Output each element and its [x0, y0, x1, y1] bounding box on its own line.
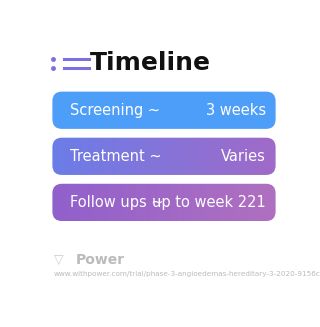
Text: Screening ~: Screening ~	[70, 103, 160, 118]
Text: ▽: ▽	[54, 253, 63, 266]
Text: Timeline: Timeline	[90, 51, 211, 75]
Text: www.withpower.com/trial/phase-3-angioedemas-hereditary-3-2020-9156c: www.withpower.com/trial/phase-3-angioede…	[54, 271, 320, 277]
Text: Varies: Varies	[221, 149, 266, 164]
Text: Treatment ~: Treatment ~	[70, 149, 161, 164]
Text: Follow ups ~: Follow ups ~	[70, 195, 164, 210]
Text: 3 weeks: 3 weeks	[205, 103, 266, 118]
Text: up to week 221: up to week 221	[152, 195, 266, 210]
Text: Power: Power	[76, 252, 125, 267]
